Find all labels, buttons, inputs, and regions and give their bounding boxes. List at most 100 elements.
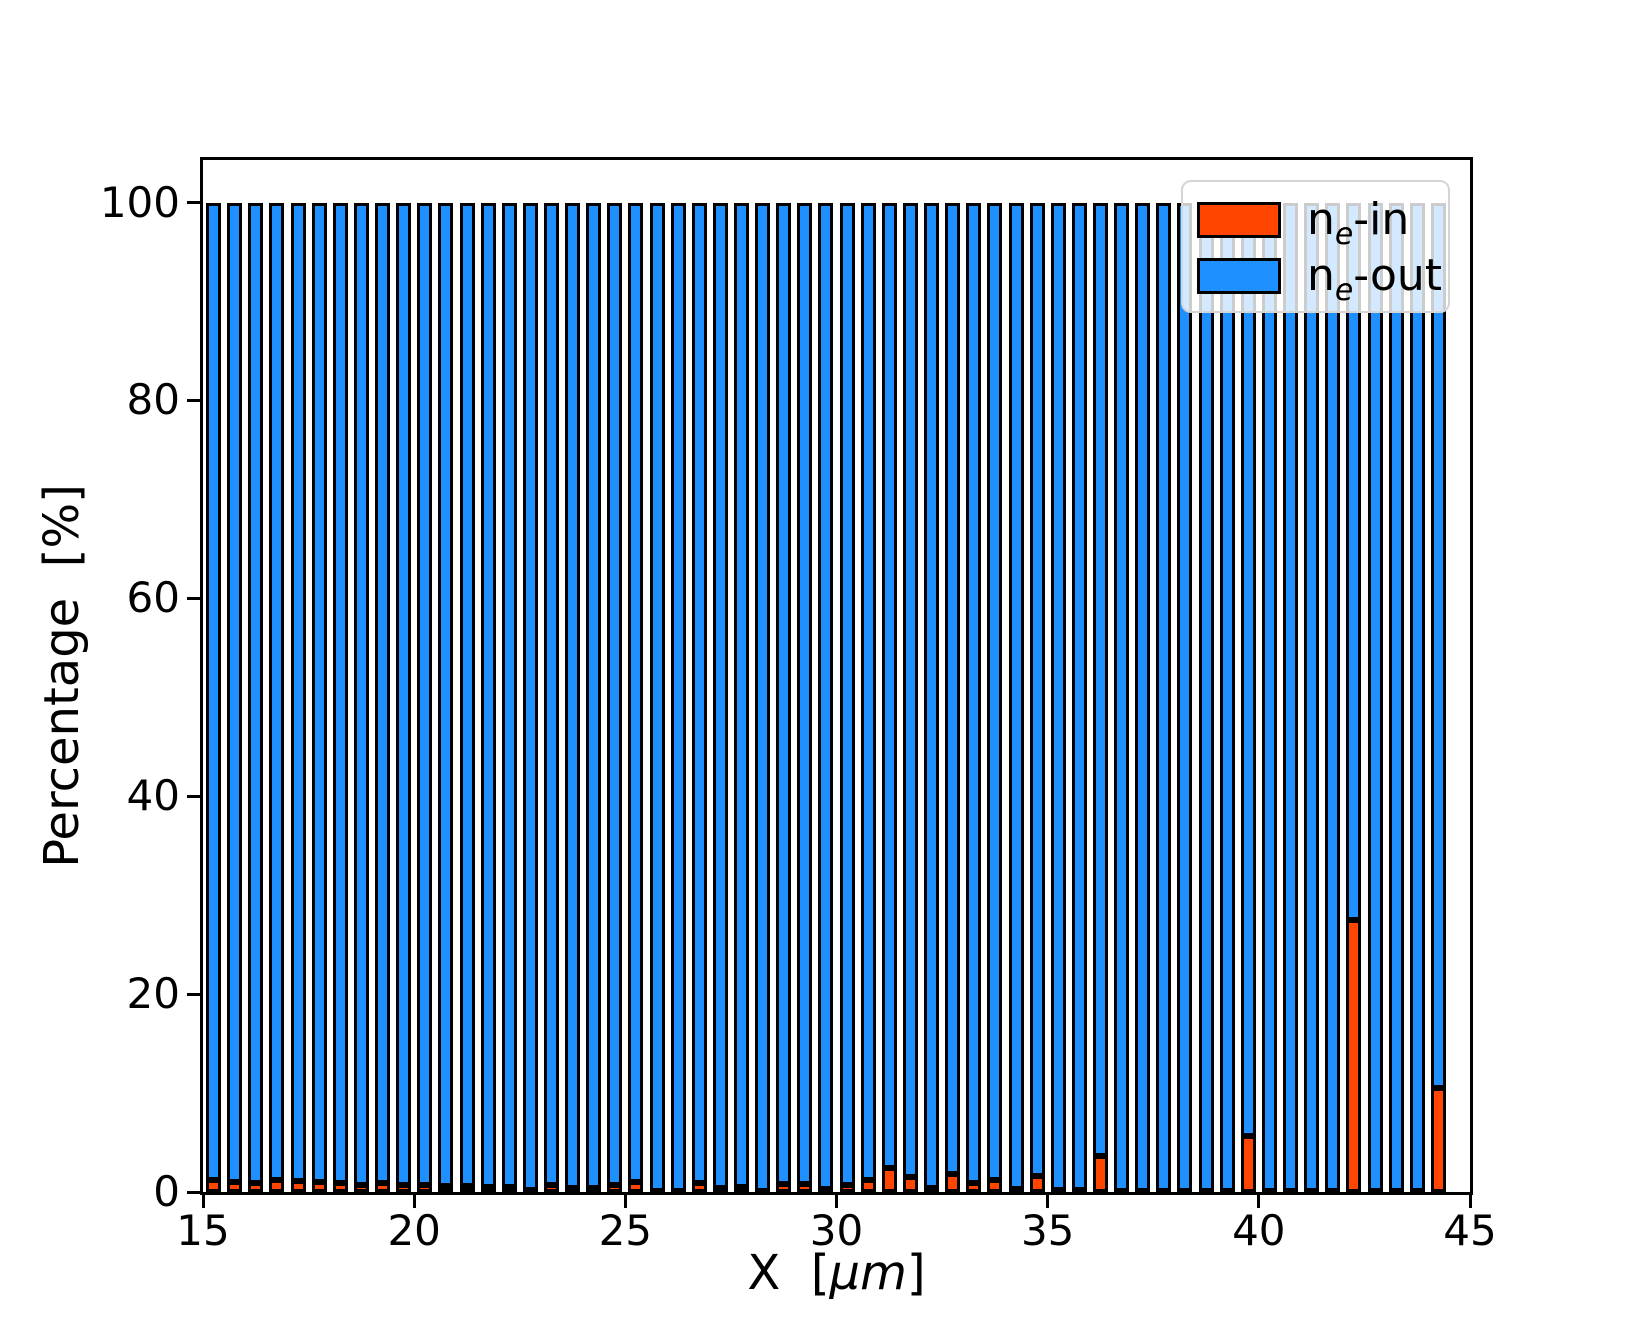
legend-row-in: ne-in bbox=[1197, 194, 1432, 249]
bar-segment-ne-out bbox=[332, 202, 348, 1184]
legend-label-in-sub: e bbox=[1334, 216, 1354, 252]
x-tick-label: 15 bbox=[176, 1206, 230, 1255]
x-tick-label: 25 bbox=[598, 1206, 653, 1255]
bar-segment-ne-out bbox=[1219, 202, 1235, 1191]
bar-segment-ne-in bbox=[1240, 1135, 1256, 1192]
x-axis-tick bbox=[1257, 1195, 1261, 1208]
bar-segment-ne-out bbox=[1008, 202, 1024, 1189]
legend-swatch-out-icon bbox=[1197, 258, 1281, 294]
bar-segment-ne-out bbox=[1050, 202, 1066, 1190]
bar-segment-ne-out bbox=[543, 202, 559, 1186]
bar-segment-ne-out bbox=[776, 202, 792, 1185]
x-axis-tick bbox=[1046, 1195, 1050, 1208]
x-tick-label: 20 bbox=[387, 1206, 441, 1255]
bar-segment-ne-out bbox=[839, 202, 855, 1186]
bar-segment-ne-out bbox=[1093, 202, 1108, 1157]
bar-segment-ne-in bbox=[206, 1180, 222, 1192]
y-tick-label: 0 bbox=[153, 1167, 180, 1216]
bar-segment-ne-in bbox=[966, 1183, 982, 1192]
bars-layer bbox=[203, 160, 1470, 1192]
bar-segment-ne-in bbox=[438, 1186, 454, 1192]
bar-segment-ne-in bbox=[797, 1184, 813, 1192]
bar-segment-ne-in bbox=[353, 1185, 369, 1192]
y-axis-tick bbox=[187, 596, 200, 600]
bar-segment-ne-in bbox=[290, 1181, 306, 1192]
bar-segment-ne-in bbox=[607, 1185, 623, 1192]
bar-segment-ne-out bbox=[1430, 202, 1446, 1089]
x-axis-label-unit: μm bbox=[829, 1245, 907, 1301]
y-tick-label: 60 bbox=[126, 573, 180, 623]
bar-segment-ne-in bbox=[1346, 919, 1362, 1192]
bar-segment-ne-in bbox=[269, 1180, 285, 1192]
x-axis-label: X [μm] bbox=[203, 1245, 1470, 1301]
bar-segment-ne-out bbox=[945, 202, 961, 1174]
bar-segment-ne-in bbox=[1430, 1088, 1446, 1192]
y-tick-label: 80 bbox=[126, 375, 180, 425]
legend-swatch-in-icon bbox=[1197, 202, 1281, 238]
y-axis-label: Percentage [%] bbox=[34, 484, 90, 868]
bar-segment-ne-in bbox=[1093, 1156, 1108, 1192]
bar-segment-ne-in bbox=[396, 1185, 412, 1192]
bar-segment-ne-out bbox=[987, 202, 1003, 1181]
x-axis-tick bbox=[623, 1195, 627, 1208]
bar-segment-ne-out bbox=[1367, 202, 1383, 1191]
bar-segment-ne-out bbox=[712, 202, 728, 1188]
bar-segment-ne-out bbox=[1114, 202, 1130, 1191]
x-axis-label-text: X [ bbox=[747, 1245, 830, 1301]
bar-segment-ne-out bbox=[1177, 202, 1193, 1191]
y-tick-label: 100 bbox=[99, 177, 180, 227]
bar-segment-ne-out bbox=[586, 202, 602, 1188]
bar-segment-ne-out bbox=[607, 202, 623, 1186]
bar-segment-ne-out bbox=[734, 202, 749, 1187]
bar-segment-ne-out bbox=[1156, 202, 1172, 1191]
bar-segment-ne-out bbox=[501, 202, 517, 1188]
bar-segment-ne-out bbox=[290, 202, 306, 1182]
bar-segment-ne-in bbox=[248, 1183, 264, 1192]
bar-segment-ne-in bbox=[881, 1168, 897, 1192]
bar-segment-ne-out bbox=[1135, 202, 1151, 1191]
y-axis-tick bbox=[187, 992, 200, 996]
bar-segment-ne-in bbox=[501, 1186, 517, 1192]
bar-segment-ne-in bbox=[839, 1185, 855, 1192]
bar-segment-ne-out bbox=[628, 202, 644, 1183]
bar-segment-ne-out bbox=[1261, 202, 1277, 1191]
bar-segment-ne-out bbox=[1029, 202, 1045, 1177]
bar-segment-ne-out bbox=[1071, 202, 1087, 1190]
bar-segment-ne-in bbox=[417, 1185, 433, 1192]
legend-label-in-base: n bbox=[1307, 194, 1335, 245]
x-axis-label-close: ] bbox=[906, 1245, 926, 1301]
plot-area: 15 20 25 30 35 40 45 0 20 40 60 80 100 X [μm] bbox=[100, 157, 1497, 1301]
bar-segment-ne-out bbox=[818, 202, 834, 1189]
bar-segment-ne-out bbox=[1240, 202, 1256, 1136]
bar-segment-ne-out bbox=[206, 202, 222, 1181]
bar-segment-ne-in bbox=[227, 1182, 243, 1192]
bar-segment-ne-out bbox=[396, 202, 412, 1186]
bar-segment-ne-out bbox=[438, 202, 454, 1187]
bar-segment-ne-out bbox=[227, 202, 243, 1183]
bar-segment-ne-out bbox=[1304, 202, 1320, 1191]
bar-segment-ne-in bbox=[776, 1184, 792, 1192]
bar-segment-ne-out bbox=[459, 202, 475, 1187]
bar-segment-ne-out bbox=[860, 202, 876, 1181]
bar-segment-ne-out bbox=[966, 202, 982, 1184]
x-tick-label: 40 bbox=[1232, 1206, 1286, 1255]
bar-segment-ne-out bbox=[1388, 202, 1404, 1191]
bar-segment-ne-out bbox=[755, 202, 771, 1191]
bar-segment-ne-out bbox=[311, 202, 327, 1183]
bar-segment-ne-out bbox=[417, 202, 433, 1186]
bar-segment-ne-in bbox=[945, 1173, 961, 1192]
bar-segment-ne-out bbox=[1283, 202, 1298, 1191]
legend-label-out-base: n bbox=[1307, 250, 1335, 301]
bar-segment-ne-out bbox=[1198, 202, 1214, 1191]
legend-label-out-rest: -out bbox=[1353, 250, 1443, 301]
bar-segment-ne-out bbox=[670, 202, 686, 1191]
legend-row-out: ne-out bbox=[1197, 250, 1442, 305]
x-tick-label: 45 bbox=[1443, 1206, 1497, 1255]
bar-segment-ne-out bbox=[248, 202, 264, 1184]
x-tick-label: 30 bbox=[809, 1206, 864, 1255]
bar-segment-ne-out bbox=[691, 202, 707, 1184]
bar-segment-ne-out bbox=[353, 202, 369, 1186]
bar-segment-ne-in bbox=[628, 1182, 644, 1192]
x-axis-tick bbox=[201, 1195, 205, 1208]
